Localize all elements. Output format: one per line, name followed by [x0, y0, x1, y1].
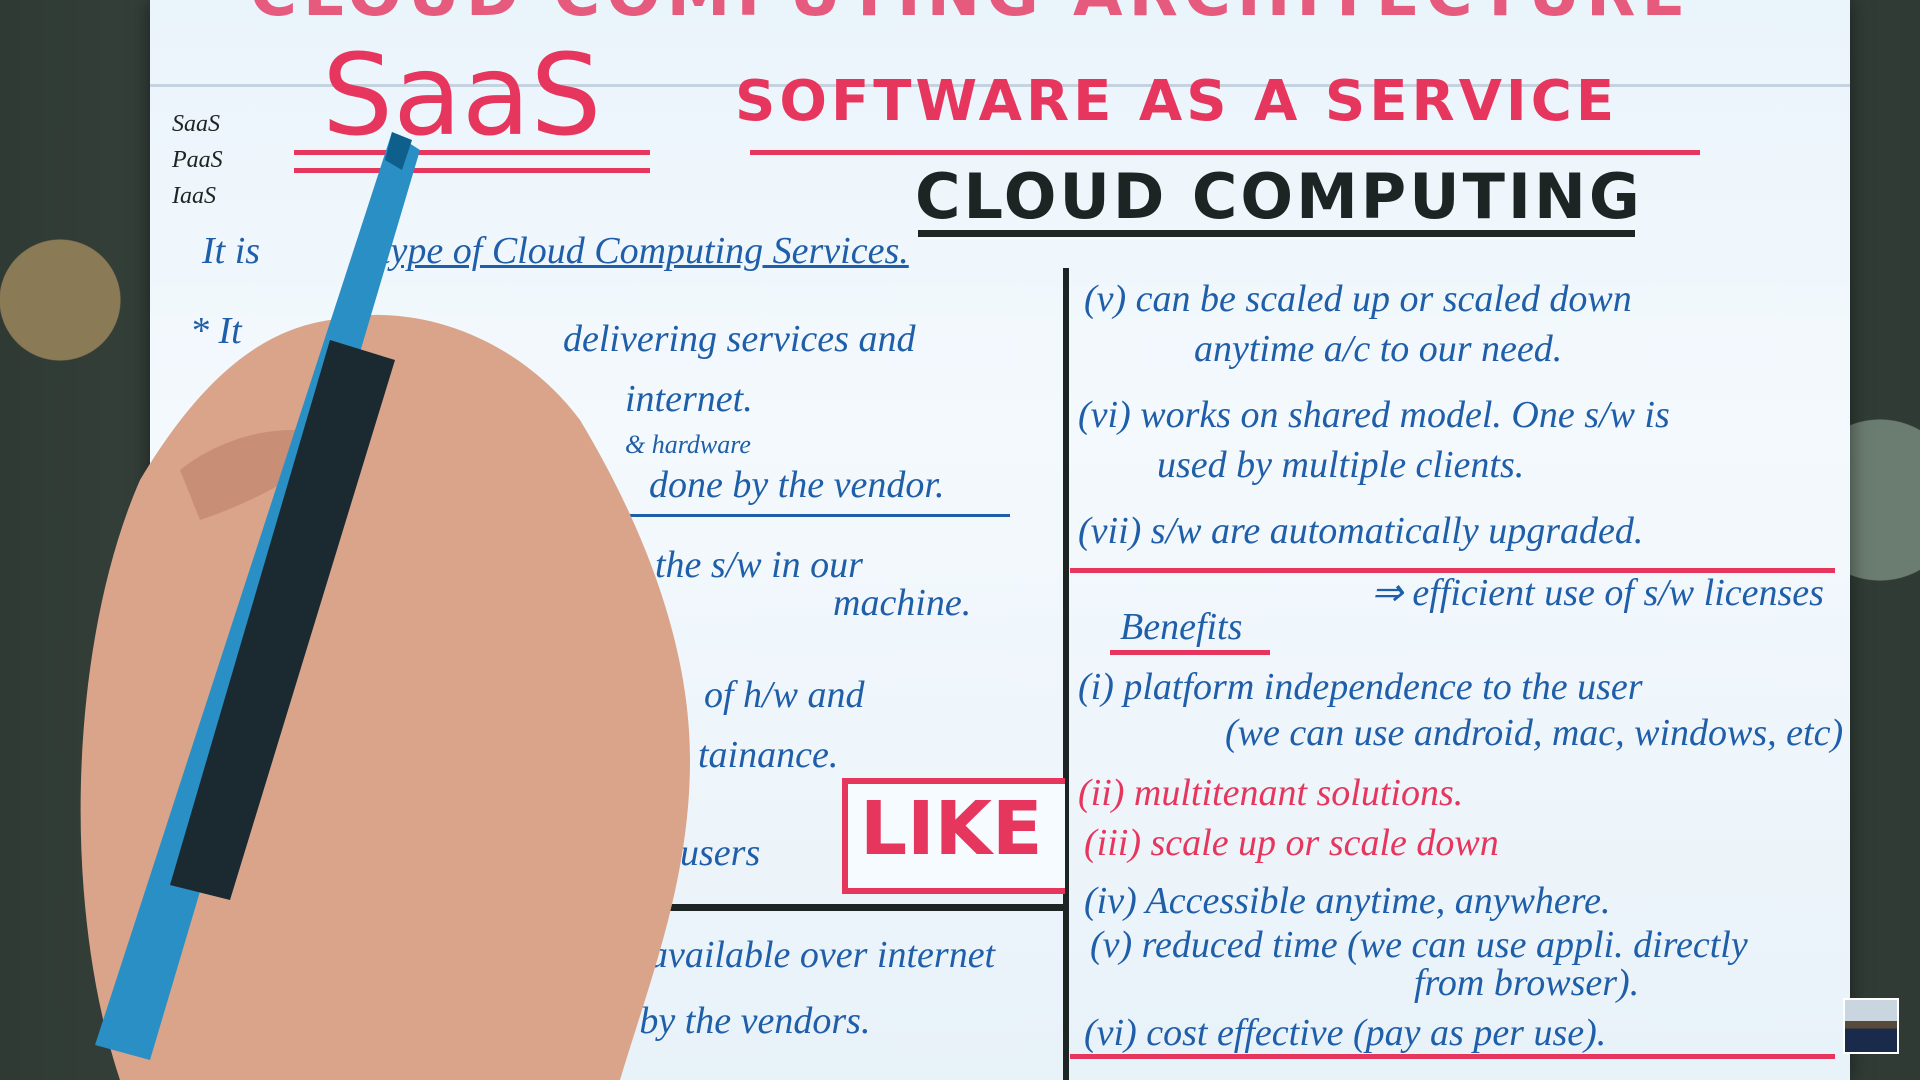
note: tainance. [698, 734, 839, 776]
section-line [1070, 568, 1835, 573]
benefit-item: from browser). [1414, 962, 1640, 1004]
note: users [680, 832, 761, 874]
benefit-item: (v) reduced time (we can use appli. dire… [1090, 924, 1748, 966]
note: delivering services and [563, 318, 916, 360]
benefit-item: (i) platform independence to the user [1078, 666, 1643, 708]
benefits-heading: Benefits [1120, 606, 1243, 648]
title-underline [294, 150, 650, 155]
note: & hardware [625, 430, 751, 459]
section-line [1070, 1054, 1835, 1059]
benefit-item: (iii) scale up or scale down [1084, 822, 1499, 864]
note: ⇒ efficient use of s/w licenses [1371, 572, 1824, 614]
note: anytime a/c to our need. [1194, 328, 1563, 370]
benefit-item: (vi) cost effective (pay as per use). [1084, 1012, 1607, 1054]
side-list-item: SaaS [172, 111, 220, 137]
pen-grip [170, 340, 395, 900]
note: (vii) s/w are automatically upgraded. [1078, 510, 1644, 552]
benefit-item: (we can use android, mac, windows, etc) [1225, 712, 1844, 754]
header-fragment: CLOUD COMPUTING ARCHITECTURE [250, 0, 1691, 26]
section-line [620, 904, 1065, 911]
subtitle-underline [750, 150, 1700, 155]
column-divider [1063, 268, 1069, 1080]
note: machine. [833, 582, 972, 624]
note: the s/w in our [655, 544, 863, 586]
like-overlay [842, 778, 1065, 894]
side-list-item: IaaS [172, 183, 216, 209]
side-list-item: PaaS [172, 147, 223, 173]
paper-fold [150, 84, 1850, 87]
pen-tip [385, 132, 412, 170]
intro-text: It is [202, 230, 261, 272]
note: of h/w and [704, 674, 865, 716]
title: SaaS [322, 31, 602, 161]
benefit-item: (ii) multitenant solutions. [1078, 772, 1464, 814]
heading-underline [918, 230, 1635, 237]
benefits-underline [1110, 650, 1270, 655]
note: * It [190, 310, 242, 352]
benefit-item: (iv) Accessible anytime, anywhere. [1084, 880, 1611, 922]
title-underline [294, 168, 650, 173]
heading: CLOUD COMPUTING [915, 160, 1643, 233]
intro-text: type of Cloud Computing Services. [380, 230, 909, 272]
note: done by the vendor. [649, 464, 945, 506]
note: used by multiple clients. [1157, 444, 1525, 486]
like-label: LIKE [860, 786, 1043, 872]
note: internet. [625, 378, 753, 420]
note: (vi) works on shared model. One s/w is [1078, 394, 1670, 436]
channel-avatar [1843, 998, 1899, 1054]
note: available over internet [649, 934, 996, 976]
note-line [600, 514, 1010, 517]
subtitle: SOFTWARE AS A SERVICE [735, 69, 1619, 134]
note: (v) can be scaled up or scaled down [1084, 278, 1632, 320]
